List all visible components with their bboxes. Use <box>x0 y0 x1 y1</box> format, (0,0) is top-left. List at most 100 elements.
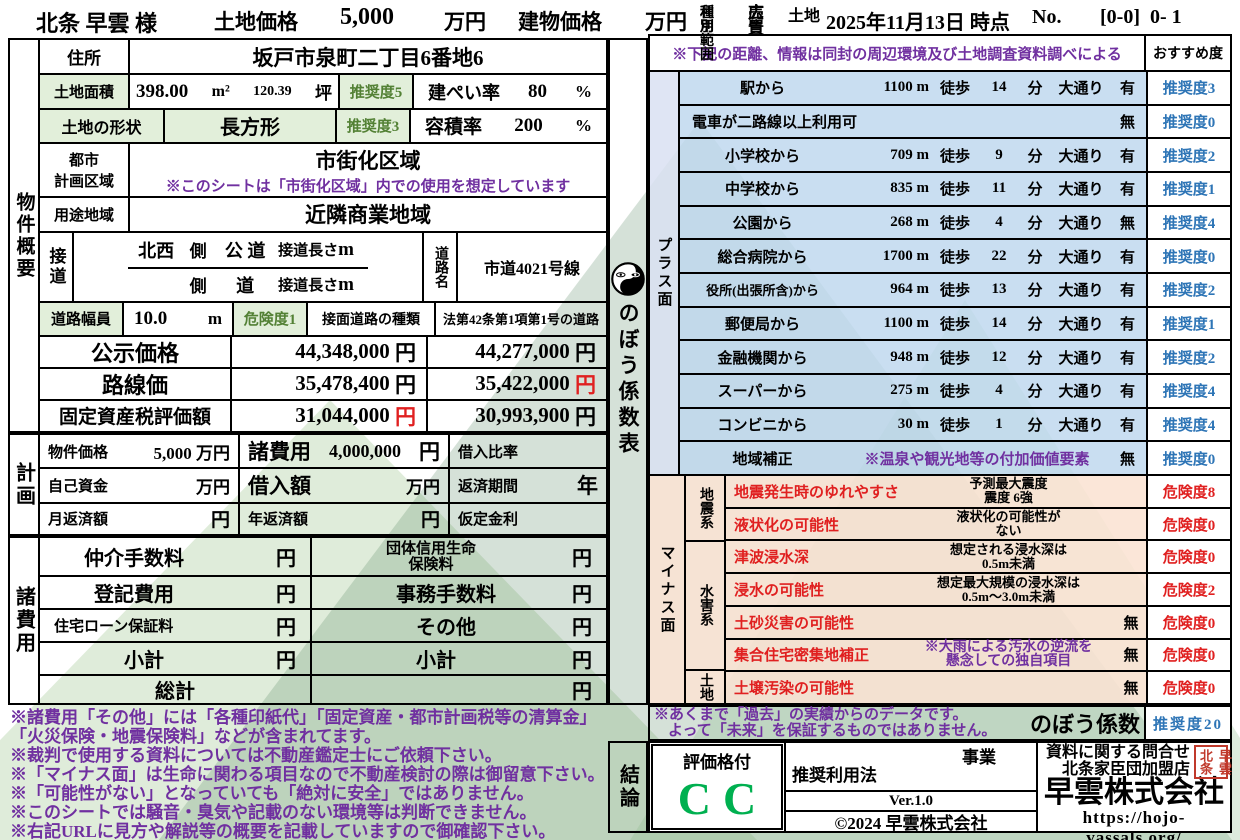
city-plan-value: 市街化区域 <box>315 148 421 173</box>
yen-unit: 円 <box>575 340 596 365</box>
seal-text-2: 早雲 <box>1217 749 1232 775</box>
usage-box: 推奨利用法 事業 Ver.1.0 ©2024 早雲株式会社 <box>784 743 1038 833</box>
plus-row-bank: 金融機関から 948 m 徒歩 12 分 大通り 有 推奨度2 <box>680 339 1230 374</box>
posted-price-1: 44,348,000 <box>295 339 390 364</box>
plus-row-supermarket: スーパーから 275 m 徒歩 4 分 大通り 有 推奨度4 <box>680 373 1230 407</box>
copyright-label: ©2024 早雲株式会社 <box>786 810 1036 833</box>
zoning-row: 用途地域 近隣商業地域 <box>40 196 606 231</box>
floor-ratio-label: 容積率 <box>425 117 483 139</box>
minutes-value: 4 <box>995 214 1003 231</box>
zoning-label: 用途地域 <box>40 198 130 231</box>
minutes-value: 4 <box>995 382 1003 399</box>
flag-value: 有 <box>1119 182 1135 199</box>
distance-value: 1700 m <box>882 247 929 264</box>
plus-row-station: 駅から 1100 m 徒歩 14 分 大通り 有 推奨度3 <box>680 72 1230 104</box>
recommend-rating: 推奨度0 <box>1146 442 1230 475</box>
yen-unit-red: 円 <box>575 372 596 397</box>
minutes-unit: 分 <box>1027 384 1043 401</box>
walk-label: 徒歩 <box>939 216 970 233</box>
usage-label: 推奨利用法 <box>792 766 877 785</box>
minutes-unit: 分 <box>1027 350 1043 367</box>
flag-value: 無 <box>1123 681 1139 698</box>
flag-value: 有 <box>1119 283 1135 300</box>
yen-unit-red: 円 <box>395 404 416 429</box>
footnote-line: 「火災保険・地震保険料」などが含まれてます。 <box>10 727 381 746</box>
broker-fee-unit: 円 <box>276 548 296 570</box>
risk-label: 浸水の可能性 <box>734 583 825 600</box>
contact-box: 資料に関する問合せ 北条家臣団加盟店 北条 早雲 早雲株式会社 https://… <box>1038 743 1232 840</box>
road-width-label: 道路幅員 <box>40 302 124 335</box>
road2-length-label: 接道長さ <box>278 278 339 295</box>
road-type-value: 法第42条第1項第1号の道路 <box>442 312 599 328</box>
company-url-link[interactable]: https://hojo-vassals.org/ <box>1082 808 1186 840</box>
assumed-rate-label: 仮定金利 <box>458 512 519 529</box>
risk-detail: 想定最大規模の浸水深は 0.5m～3.0m未満 <box>936 574 1080 604</box>
minutes-value: 13 <box>991 281 1007 298</box>
address-row: 住所 坂戸市泉町二丁目6番地6 <box>40 40 606 74</box>
risk-detail: 想定される浸水深は 0.5m未満 <box>949 541 1067 571</box>
shape-rating: 推奨度3 <box>337 109 411 143</box>
seal-text-1: 北条 <box>1198 749 1213 775</box>
coefficient-rating: 推奨度20 <box>1144 707 1230 739</box>
route-price-row: 路線価 35,478,400 円 35,422,000 円 <box>40 366 606 399</box>
street-label: 大通り <box>1058 81 1104 98</box>
flag-value: 有 <box>1119 350 1135 367</box>
danger-rating: 危険度2 <box>1146 574 1230 605</box>
danger-rating: 危険度0 <box>1146 541 1230 573</box>
scope-value: 広告 <box>748 5 765 37</box>
registry-fee-label: 登記費用 <box>94 584 174 606</box>
recommend-rating: 推奨度3 <box>1146 72 1230 104</box>
minutes-unit: 分 <box>1027 317 1043 334</box>
minus-row-tsunami: 津波浸水深 想定される浸水深は 0.5m未満 危険度0 <box>726 539 1230 573</box>
distance-value: 275 m <box>890 382 929 399</box>
property-price-value: 5,000 <box>153 443 192 463</box>
footnote-line: ※右記URLに見方や解説等の概要を記載していますので御確認下さい。 <box>10 822 556 840</box>
type-value: 売買 <box>748 5 765 37</box>
flag-value: 有 <box>1119 418 1135 435</box>
total-unit: 円 <box>572 681 592 703</box>
plan-row-1: 物件価格 5,000 万円 諸費用 4,000,000 円 借入比率 <box>40 435 606 468</box>
costs-section-label: 諸費用 <box>12 586 35 655</box>
distance-value: 1100 m <box>883 79 929 96</box>
facility-label: 総合病院から <box>717 249 808 266</box>
street-label: 大通り <box>1058 384 1104 401</box>
tax-value-1: 31,044,000 <box>295 403 390 428</box>
recommend-rating: 推奨度2 <box>1146 274 1230 306</box>
contact-line2: 北条家臣団加盟店 <box>1061 761 1190 778</box>
minus-section-label: マイナス面 <box>658 544 675 635</box>
plus-section-label: プラス面 <box>655 237 672 309</box>
footnote-line: ※「可能性がない」となっていても「絶対に安全」ではありません。 <box>10 784 534 803</box>
road-name-label: 道路名 <box>433 245 448 288</box>
land-shape-row: 土地の形状 長方形 推奨度3 容積率 200 % <box>40 107 606 143</box>
coefficient-label: のぼう係数 <box>1029 712 1140 737</box>
facility-label: コンビニから <box>717 418 808 435</box>
street-label: 大通り <box>1058 148 1104 165</box>
tax-value-label: 固定資産税評価額 <box>40 400 232 431</box>
recommend-rating: 推奨度1 <box>1146 307 1230 340</box>
yearly-repay-label: 年返済額 <box>248 512 309 529</box>
flag-value: 有 <box>1119 249 1135 266</box>
danger-rating: 危険度8 <box>1146 476 1230 507</box>
sheet-no-label: No. <box>1032 6 1062 28</box>
yin-yang-face-icon <box>611 262 645 296</box>
recommend-rating: 推奨度0 <box>1146 105 1230 138</box>
land-group-label: 土地 <box>698 673 713 702</box>
self-funds-unit: 万円 <box>196 477 230 497</box>
danger-rating: 危険度0 <box>1146 508 1230 540</box>
risk-label: 液状化の可能性 <box>734 517 840 534</box>
life-insurance-unit: 円 <box>572 548 592 570</box>
flag-value: 有 <box>1119 317 1135 334</box>
risk-label: 土砂災害の可能性 <box>734 615 855 632</box>
risk-label: 地震発生時のゆれやすさ <box>734 484 900 501</box>
plan-row-3: 月返済額 円 年返済額 円 仮定金利 <box>40 501 606 534</box>
area-correction-note: ※温泉や観光地等の付加価値要素 <box>864 451 1090 468</box>
distance-value: 30 m <box>897 416 929 433</box>
risk-label: 集合住宅密集地補正 <box>734 648 870 665</box>
repay-period-unit: 年 <box>577 474 598 499</box>
yen-unit: 円 <box>395 340 416 365</box>
flag-value: 有 <box>1119 81 1135 98</box>
facility-label: 郵便局から <box>724 317 800 334</box>
minutes-unit: 分 <box>1027 81 1043 98</box>
land-area-row: 土地面積 398.00 m² 120.39 坪 推奨度5 建ぺい率 80 % <box>40 73 606 108</box>
subtotal-left-unit: 円 <box>276 650 296 672</box>
